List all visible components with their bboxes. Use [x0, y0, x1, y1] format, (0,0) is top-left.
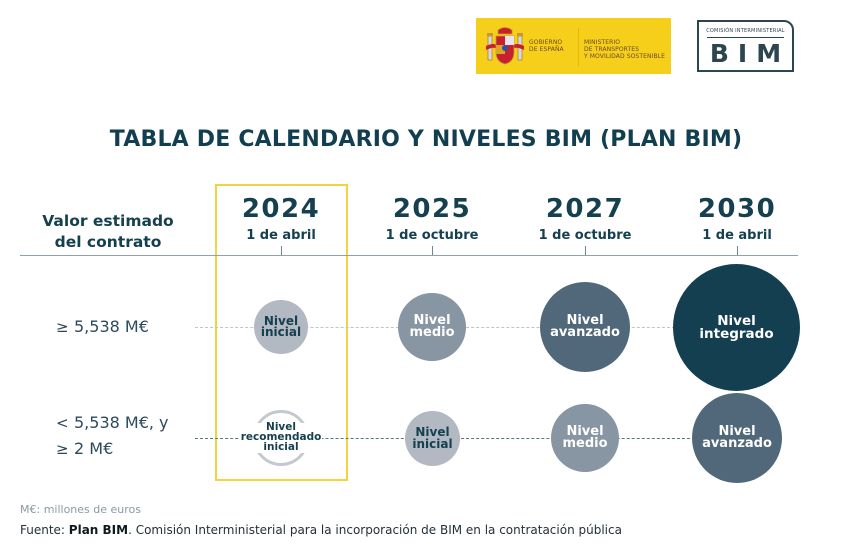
ministerio-line1: MINISTERIO — [584, 39, 621, 46]
level-text-line1: Nivel — [717, 312, 756, 329]
column-year-2024: 2024 — [241, 194, 321, 224]
less-than-icon: < — [56, 414, 69, 432]
column-year-2027: 2027 — [545, 194, 625, 224]
row-label-header-line2: del contrato — [54, 233, 162, 251]
level-circle-2024-row1: Nivel inicial — [254, 300, 308, 354]
level-text-line2: recomendado — [240, 431, 322, 444]
highlight-2024-column — [215, 184, 348, 481]
level-text-line2: inicial — [412, 436, 453, 451]
logo-divider — [578, 28, 579, 66]
source-citation: Fuente: Plan BIM. Comisión Interminister… — [20, 523, 622, 537]
footnote: M€: millones de euros — [20, 503, 141, 516]
gobierno-espana-logo: GOBIERNO DE ESPAÑA MINISTERIO DE TRANSPO… — [476, 18, 671, 74]
bim-logo-subtitle: COMISIÓN INTERMINISTERIAL — [706, 28, 785, 34]
timeline-axis — [20, 255, 798, 256]
column-date-2027: 1 de octubre — [538, 228, 632, 243]
level-text-line1: Nivel — [266, 421, 296, 434]
bim-logo-name: BIM — [709, 39, 791, 68]
column-date-2024: 1 de abril — [246, 228, 316, 243]
row2-label-line1: 5,538 M€, y — [74, 413, 169, 432]
page-title: TABLA DE CALENDARIO Y NIVELES BIM (PLAN … — [109, 127, 743, 152]
ministerio-line2: DE TRANSPORTES — [584, 46, 640, 53]
timeline-tick-2025 — [432, 246, 433, 255]
column-date-2025: 1 de octubre — [385, 228, 479, 243]
level-text-line1: Nivel — [413, 312, 451, 328]
level-text-line1: Nivel — [718, 423, 756, 439]
row1-label-text: 5,538 M€ — [74, 317, 149, 336]
gobierno-text: GOBIERNO DE ESPAÑA — [529, 39, 564, 53]
source-prefix: Fuente: — [20, 523, 69, 537]
level-text-line2: medio — [409, 325, 455, 340]
level-text-line1: Nivel — [415, 425, 450, 440]
level-circle-2025-row2: Nivel inicial — [405, 411, 460, 466]
ministerio-line3: Y MOVILIDAD SOSTENIBLE — [584, 53, 666, 60]
ministerio-text: MINISTERIO DE TRANSPORTES Y MOVILIDAD SO… — [584, 39, 665, 60]
column-year-2030: 2030 — [697, 194, 777, 224]
level-circle-2027-row1: Nivel avanzado — [540, 282, 630, 372]
timeline-tick-2027 — [585, 246, 586, 255]
level-text-line3: inicial — [263, 440, 299, 453]
level-circle-2024-row2: Nivel recomendado inicial — [239, 410, 323, 466]
level-text-line2: integrado — [699, 325, 774, 342]
level-text-line1: Nivel — [566, 423, 604, 439]
row-label-header-line1: Valor estimado — [42, 212, 174, 230]
source-rest: . Comisión Interministerial para la inco… — [128, 523, 622, 537]
level-text-line2: avanzado — [550, 325, 620, 340]
column-year-2025: 2025 — [392, 194, 472, 224]
row2-label: <5,538 M€, y ≥2 M€ — [56, 410, 169, 462]
greater-equal-icon: ≥ — [56, 440, 69, 458]
level-text-line2: avanzado — [702, 436, 772, 451]
row2-label-line2: 2 M€ — [74, 439, 114, 458]
coat-of-arms-icon — [486, 27, 524, 65]
level-text-line2: inicial — [260, 325, 302, 339]
level-text-line1: Nivel — [566, 312, 604, 328]
level-circle-2025-row1: Nivel medio — [398, 293, 466, 361]
bim-logo-rule — [707, 37, 784, 38]
column-date-2030: 1 de abril — [702, 228, 772, 243]
level-text-line2: medio — [562, 436, 608, 451]
source-bold: Plan BIM — [68, 523, 129, 537]
gobierno-line1: GOBIERNO — [529, 39, 563, 46]
gobierno-line2: DE ESPAÑA — [529, 46, 564, 53]
level-text-line1: Nivel — [263, 313, 299, 328]
row-label-header: Valor estimado del contrato — [28, 211, 188, 253]
comision-bim-logo: COMISIÓN INTERMINISTERIAL BIM — [697, 20, 794, 72]
row1-label: ≥5,538 M€ — [56, 314, 149, 340]
timeline-tick-2024 — [281, 246, 282, 255]
level-circle-2030-row2: Nivel avanzado — [692, 393, 782, 483]
timeline-tick-2030 — [737, 246, 738, 255]
greater-equal-icon: ≥ — [56, 318, 69, 336]
level-circle-2030-row1: Nivel integrado — [673, 264, 800, 391]
level-circle-2027-row2: Nivel medio — [551, 404, 619, 472]
